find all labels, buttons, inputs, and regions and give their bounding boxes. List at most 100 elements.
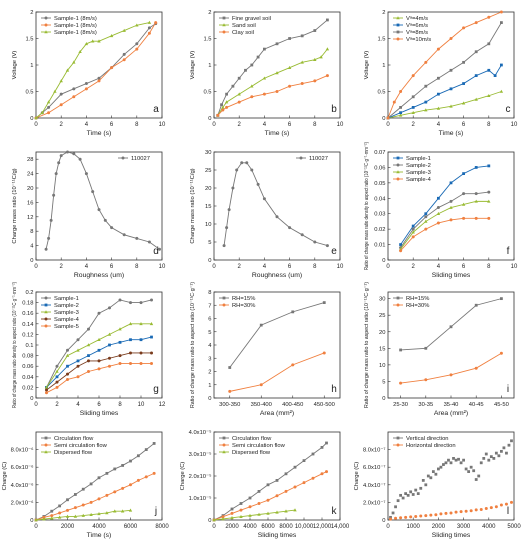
data-point: [108, 306, 111, 310]
legend-label: Horizontal direction: [406, 443, 456, 449]
legend-marker: [222, 303, 226, 307]
data-point: [434, 472, 438, 476]
data-point: [216, 113, 220, 117]
data-point: [250, 84, 254, 88]
y-tick-label: 20: [205, 186, 211, 192]
data-point: [424, 219, 428, 223]
data-point: [449, 104, 453, 108]
legend-label: RH=30%: [232, 303, 255, 309]
data-point: [487, 190, 491, 194]
y-tick-label: 30: [205, 150, 211, 156]
x-tick-label: 6: [110, 122, 114, 128]
data-point: [411, 493, 415, 496]
data-point: [394, 516, 398, 520]
y-tick-label: 0.07: [374, 150, 385, 156]
legend-label: Clay soil: [232, 30, 254, 36]
data-point: [72, 87, 76, 91]
data-point: [474, 97, 478, 101]
y-tick-label: 4: [208, 343, 212, 349]
data-point: [59, 103, 63, 107]
y-tick-label: 20: [379, 330, 385, 336]
data-point: [464, 509, 468, 513]
data-point: [244, 68, 247, 72]
data-point: [431, 470, 435, 473]
series-2: [34, 20, 152, 120]
legend-label: Sample-1: [54, 296, 79, 302]
data-point: [50, 509, 54, 513]
data-point: [300, 82, 304, 86]
data-point: [487, 199, 491, 203]
data-point: [91, 190, 95, 194]
data-point: [482, 457, 486, 460]
x-tick-label: 4000: [482, 524, 496, 530]
series-2: [216, 74, 329, 117]
data-point: [479, 461, 483, 465]
data-point: [322, 301, 326, 304]
data-point: [399, 493, 402, 497]
data-point: [45, 388, 48, 392]
y-axis-label: Ratio of charge mass ratio to aspect rat…: [364, 282, 370, 408]
data-point: [461, 202, 466, 206]
data-point: [319, 55, 323, 59]
data-point: [76, 359, 80, 363]
plot-frame: [387, 151, 515, 261]
data-point: [325, 74, 329, 78]
data-point: [228, 366, 232, 369]
data-point: [91, 39, 95, 43]
data-point: [442, 463, 445, 466]
series-0: [45, 298, 153, 389]
data-point: [237, 76, 241, 80]
data-point: [320, 446, 324, 449]
series-line: [35, 472, 155, 521]
x-tick-label: 8: [313, 122, 317, 128]
data-point: [462, 26, 466, 30]
data-point: [221, 108, 225, 112]
data-point: [504, 502, 508, 506]
x-tick-label: 2: [238, 122, 242, 128]
data-point: [97, 497, 101, 501]
data-point: [89, 512, 93, 517]
data-point: [97, 348, 101, 352]
series-2: [386, 21, 503, 120]
data-point: [227, 208, 231, 212]
data-point: [472, 469, 476, 473]
data-point: [436, 47, 440, 51]
series-line: [400, 191, 489, 248]
data-point: [248, 513, 252, 517]
y-tick-label: 2.0x10⁻⁶: [11, 499, 34, 506]
data-point: [44, 385, 49, 389]
x-tick-label: 1000: [407, 524, 421, 530]
data-point: [58, 504, 62, 508]
data-point: [73, 493, 77, 496]
legend-marker: [396, 156, 400, 160]
data-point: [424, 346, 428, 350]
series-4: [45, 362, 153, 395]
chart-panel-l: 0 1000 2000 3000 4000 5000 0 2.0x10⁻⁷ 4.0x10⁻⁷ 6.…: [354, 431, 521, 539]
data-point: [256, 55, 260, 59]
data-point: [122, 58, 126, 62]
legend-marker: [44, 30, 48, 34]
y-tick-label: 0.16: [22, 311, 33, 317]
x-tick-label: 6: [288, 264, 292, 270]
panel-letter: d: [153, 246, 159, 257]
data-point: [157, 247, 161, 251]
data-point: [97, 337, 101, 341]
legend-label: Fine gravel soil: [232, 16, 271, 22]
data-point: [500, 449, 503, 453]
data-point: [399, 106, 402, 109]
data-point: [487, 93, 491, 98]
y-tick-label: 25: [379, 313, 385, 319]
x-tick-label: 6: [462, 122, 466, 128]
data-point: [389, 517, 393, 521]
legend-marker: [44, 23, 48, 27]
data-point: [108, 343, 111, 347]
data-point: [404, 492, 408, 495]
data-point: [424, 84, 428, 88]
data-point: [394, 505, 397, 509]
legend-marker: [44, 450, 48, 454]
data-point: [55, 364, 59, 368]
data-point: [469, 509, 473, 513]
data-point: [72, 152, 76, 156]
legend-marker: [44, 324, 48, 328]
x-axis-label: Area (mm²): [434, 410, 468, 417]
